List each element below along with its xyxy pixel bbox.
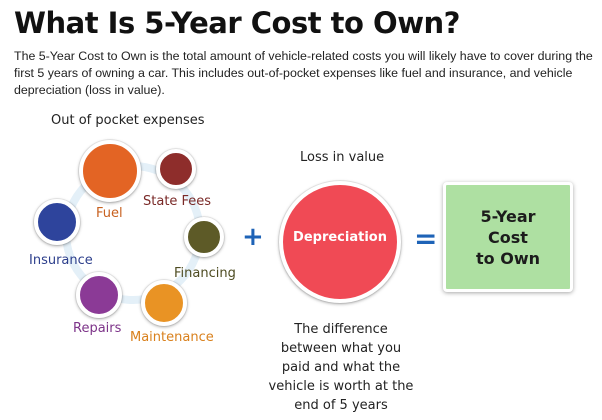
financing-circle	[184, 217, 224, 257]
repairs-circle	[76, 272, 122, 318]
depreciation-circle	[279, 181, 401, 303]
fuel-label: Fuel	[96, 206, 123, 221]
out-of-pocket-heading: Out of pocket expenses	[51, 113, 205, 128]
insurance-label: Insurance	[29, 253, 93, 268]
page-title: What Is 5-Year Cost to Own?	[14, 6, 460, 40]
plus-symbol: +	[242, 222, 264, 252]
depreciation-description: The difference between what you paid and…	[268, 322, 414, 413]
maintenance-circle	[141, 280, 187, 326]
insurance-circle	[34, 199, 80, 245]
depreciation-label: Depreciation	[293, 230, 387, 245]
five-year-cost-box: 5-Year Cost to Own	[443, 182, 573, 292]
five-year-cost-label: 5-Year Cost to Own	[476, 206, 540, 268]
state-fees-circle	[156, 149, 196, 189]
repairs-label: Repairs	[73, 321, 122, 336]
fuel-circle	[79, 140, 141, 202]
intro-paragraph: The 5-Year Cost to Own is the total amou…	[14, 49, 593, 97]
maintenance-label: Maintenance	[130, 330, 214, 345]
loss-in-value-heading: Loss in value	[300, 150, 385, 165]
state-fees-label: State Fees	[143, 194, 212, 209]
financing-label: Financing	[174, 266, 236, 281]
equals-symbol: =	[414, 222, 438, 255]
